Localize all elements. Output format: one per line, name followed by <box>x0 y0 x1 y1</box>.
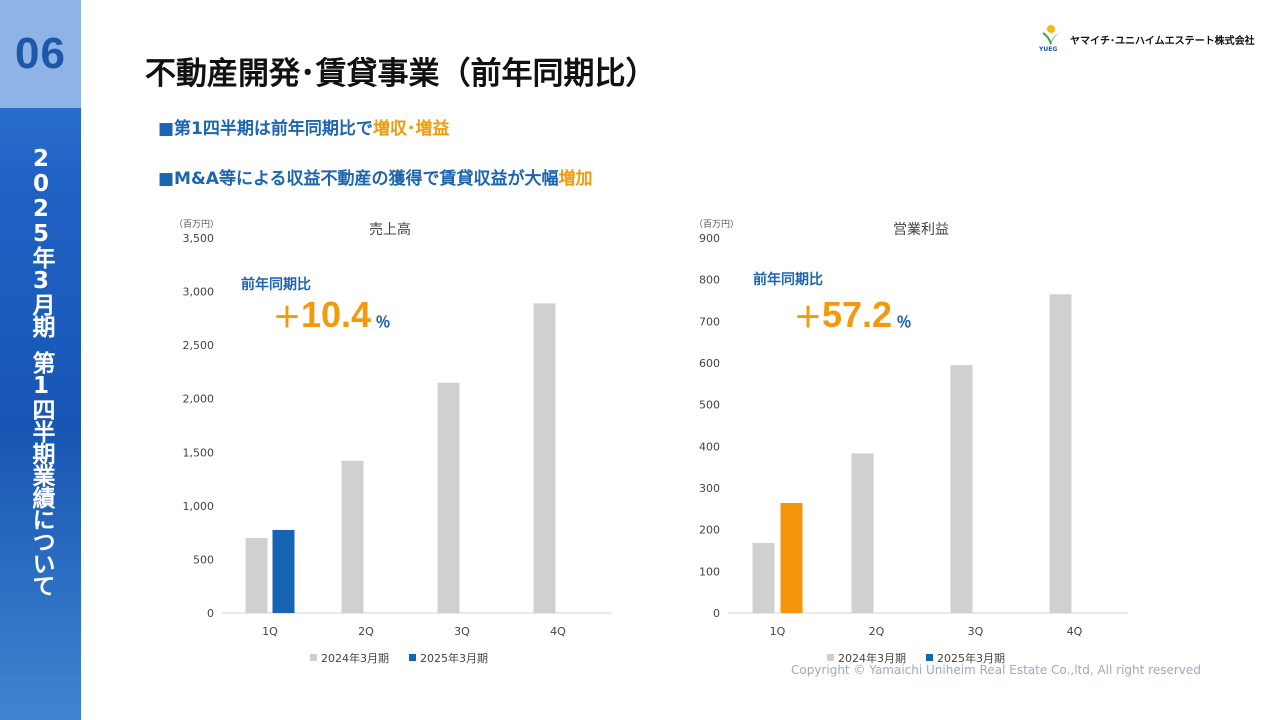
legend-label: 2024年3月期 <box>838 651 906 665</box>
y-tick-label: 500 <box>699 399 720 412</box>
profit-yoy-unit: ％ <box>896 314 912 331</box>
bar-2024年3月期-2Q <box>341 460 364 613</box>
x-tick-label: 3Q <box>454 625 470 638</box>
y-tick-label: 600 <box>699 357 720 370</box>
y-tick-label: 0 <box>207 607 214 620</box>
y-tick-label: 400 <box>699 440 720 453</box>
sales-yoy-label: 前年同期比 <box>241 277 311 293</box>
sales-yoy-number: 10.4 <box>301 294 372 335</box>
y-tick-label: 1,500 <box>183 446 215 459</box>
bar-2025年3月期-1Q <box>780 503 803 613</box>
bullet-2: ■M&A等による収益不動産の獲得で賃貸収益が大幅増加 <box>158 164 592 189</box>
bar-2024年3月期-1Q <box>752 543 775 613</box>
chart-unit-label: （百万円） <box>694 219 739 230</box>
section-number: 06 <box>15 29 66 78</box>
x-tick-label: 4Q <box>1067 625 1083 638</box>
bar-2024年3月期-4Q <box>533 303 556 613</box>
legend-swatch <box>409 654 416 661</box>
x-tick-label: 2Q <box>869 625 885 638</box>
sales-yoy-unit: ％ <box>375 314 391 331</box>
sales-chart-svg: 売上高 （百万円） 0 500 1,000 1,500 2,000 2,500 3,000 3,5… <box>174 219 612 665</box>
legend-label: 2025年3月期 <box>420 651 488 665</box>
bullet-1-text: ■第1四半期は前年同期比で <box>158 119 373 139</box>
legend-label: 2024年3月期 <box>321 651 389 665</box>
chart-title: 営業利益 <box>893 222 949 238</box>
legend-swatch <box>310 654 317 661</box>
legend-label: 2025年3月期 <box>937 651 1005 665</box>
logo-sub: YUEG <box>1039 46 1058 53</box>
y-tick-label: 800 <box>699 274 720 287</box>
bullet-1-sep: ･ <box>406 119 416 139</box>
logo-mark-icon: YUEG <box>1038 24 1064 54</box>
sales-chart: 売上高 （百万円） 0 500 1,000 1,500 2,000 2,500 3,000 3,5… <box>170 212 620 672</box>
profit-yoy-value: ＋57.2 ％ <box>794 294 912 336</box>
bar-2024年3月期-4Q <box>1049 294 1072 613</box>
chart-title: 売上高 <box>369 221 411 238</box>
y-tick-label: 0 <box>713 607 720 620</box>
bullet-2-highlight: 増加 <box>558 169 593 189</box>
y-tick-label: 3,000 <box>183 286 215 299</box>
bullet-1-highlight-2: 増益 <box>415 119 450 139</box>
x-tick-label: 1Q <box>262 625 278 638</box>
legend-swatch <box>926 654 933 661</box>
y-tick-label: 300 <box>699 482 720 495</box>
bar-2024年3月期-3Q <box>950 365 973 613</box>
profit-yoy-plus: ＋ <box>794 302 823 333</box>
bar-2025年3月期-1Q <box>272 529 295 613</box>
y-tick-label: 2,000 <box>183 393 215 406</box>
company-logo: YUEG ヤマイチ･ユニハイムエステート株式会社 <box>1038 24 1255 54</box>
x-tick-label: 2Q <box>358 625 374 638</box>
company-name: ヤマイチ･ユニハイムエステート株式会社 <box>1070 35 1255 47</box>
side-title-line2: 第1四半期業績について <box>28 351 54 596</box>
y-tick-label: 2,500 <box>183 339 215 352</box>
bullet-1: ■第1四半期は前年同期比で増収･増益 <box>158 114 449 139</box>
x-tick-label: 3Q <box>968 625 984 638</box>
operating-profit-chart: 営業利益 （百万円） 0 100 200 300 400 500 600 700 800 900 1Q 2… <box>690 212 1140 672</box>
copyright: Copyright © Yamaichi Uniheim Real Estate… <box>791 663 1201 677</box>
profit-yoy-number: 57.2 <box>822 294 893 335</box>
bullet-1-highlight: 増収 <box>372 119 407 139</box>
y-tick-label: 500 <box>193 553 214 566</box>
bar-2024年3月期-2Q <box>851 453 874 613</box>
section-number-box: 06 <box>0 0 81 108</box>
bullet-2-text: ■M&A等による収益不動産の獲得で賃貸収益が大幅 <box>158 169 559 189</box>
legend-swatch <box>827 654 834 661</box>
side-title: 2025年3月期 第1四半期業績について <box>0 146 81 596</box>
profit-yoy-label: 前年同期比 <box>753 272 823 288</box>
sales-yoy-plus: ＋ <box>273 302 302 333</box>
operating-profit-chart-svg: 営業利益 （百万円） 0 100 200 300 400 500 600 700 800 900 1Q 2… <box>694 219 1128 665</box>
x-tick-label: 4Q <box>550 625 566 638</box>
page-title: 不動産開発･賃貸事業（前年同期比） <box>145 56 657 92</box>
y-tick-label: 700 <box>699 315 720 328</box>
bar-2024年3月期-3Q <box>437 382 460 613</box>
y-tick-label: 3,500 <box>183 232 215 245</box>
bar-2024年3月期-1Q <box>245 538 268 613</box>
y-tick-label: 200 <box>699 524 720 537</box>
y-tick-label: 1,000 <box>183 500 215 513</box>
y-tick-label: 100 <box>699 565 720 578</box>
x-tick-label: 1Q <box>770 625 786 638</box>
side-title-line1: 2025年3月期 <box>28 146 54 337</box>
sales-yoy-value: ＋10.4 ％ <box>273 294 391 336</box>
y-tick-label: 900 <box>699 232 720 245</box>
chart-unit-label: （百万円） <box>174 219 219 230</box>
side-band: 06 2025年3月期 第1四半期業績について <box>0 0 81 720</box>
